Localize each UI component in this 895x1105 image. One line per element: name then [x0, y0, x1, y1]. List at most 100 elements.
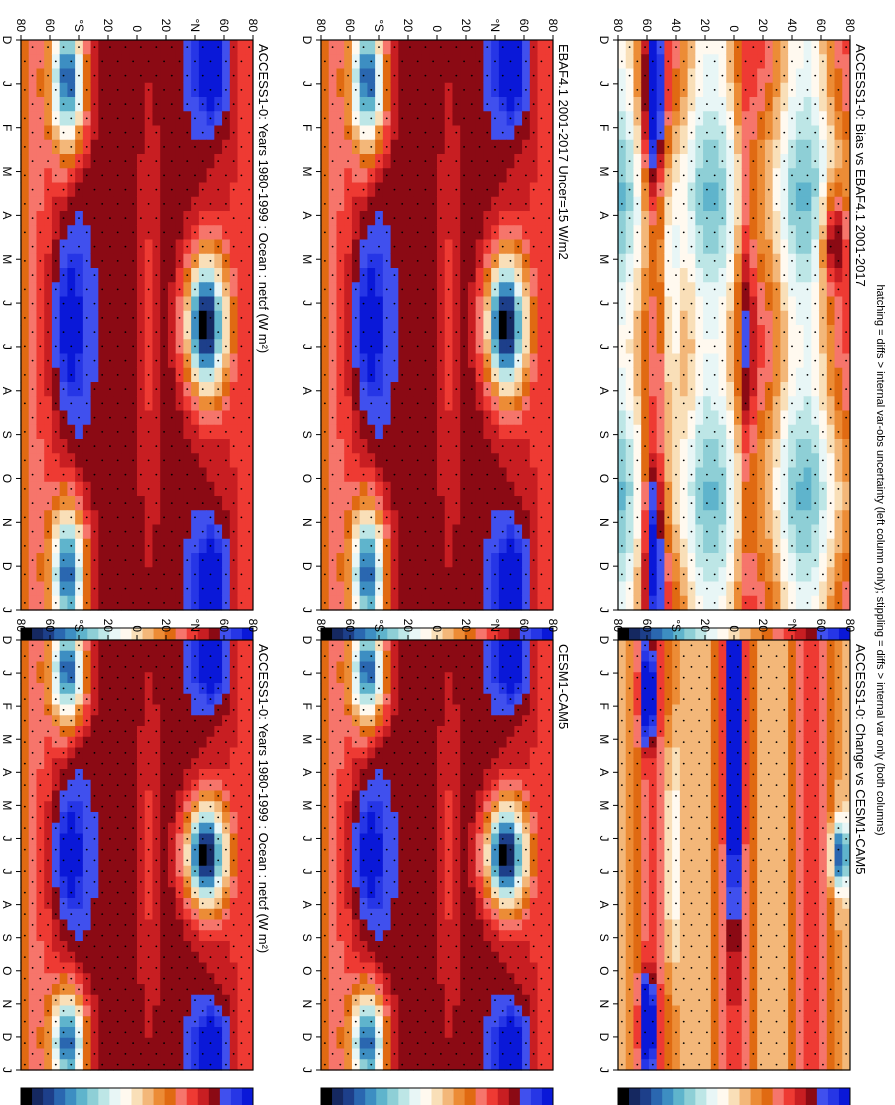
- heatmap-cell: [43, 111, 52, 127]
- stipple-dot: [39, 573, 42, 576]
- stipple-dot: [339, 516, 342, 519]
- heatmap-cell: [335, 40, 345, 55]
- heatmap-cell: [205, 40, 215, 55]
- stipple-dot: [132, 288, 135, 291]
- heatmap-cell: [221, 496, 230, 511]
- heatmap-cell: [640, 424, 649, 440]
- heatmap-cell: [74, 595, 83, 611]
- heatmap-cell: [833, 439, 843, 454]
- heatmap-cell: [475, 439, 484, 454]
- stipple-dot: [409, 587, 411, 590]
- heatmap-cell: [405, 396, 414, 412]
- heatmap-cell: [513, 139, 523, 155]
- stipple-dot: [147, 487, 150, 490]
- heatmap-cell: [741, 439, 750, 454]
- heatmap-cell: [390, 111, 399, 127]
- heatmap-cell: [128, 410, 137, 426]
- heatmap-cell: [748, 453, 758, 469]
- stipple-dot: [225, 430, 227, 433]
- heatmap-cell: [128, 40, 137, 55]
- stipple-dot: [439, 388, 442, 391]
- heatmap-cell: [35, 496, 45, 511]
- heatmap-cell: [182, 196, 192, 212]
- heatmap-cell: [351, 239, 360, 255]
- heatmap-cell: [144, 353, 153, 369]
- heatmap-cell: [521, 182, 530, 198]
- stipple-dot: [78, 245, 80, 248]
- heatmap-cell: [686, 510, 696, 526]
- stipple-dot: [186, 559, 189, 562]
- heatmap-cell: [366, 410, 376, 426]
- heatmap-cell: [43, 225, 52, 241]
- stipple-dot: [201, 131, 204, 134]
- heatmap-cell: [544, 168, 553, 184]
- stipple-dot: [116, 231, 119, 234]
- heatmap-cell: [625, 282, 634, 298]
- heatmap-cell: [451, 396, 461, 412]
- heatmap-cell: [420, 339, 430, 355]
- stipple-dot: [139, 302, 142, 305]
- stipple-dot: [432, 316, 435, 319]
- heatmap-cell: [405, 595, 414, 611]
- heatmap-cell: [28, 595, 37, 611]
- heatmap-cell: [536, 268, 546, 283]
- heatmap-cell: [536, 496, 546, 511]
- heatmap-cell: [498, 595, 507, 611]
- heatmap-cell: [671, 310, 680, 326]
- heatmap-cell: [702, 82, 711, 98]
- heatmap-cell: [506, 239, 515, 255]
- heatmap-cell: [498, 396, 507, 412]
- stipple-dot: [432, 88, 435, 91]
- heatmap-cell: [105, 54, 114, 70]
- stipple-dot: [170, 359, 173, 362]
- stipple-dot: [62, 502, 65, 505]
- stipple-dot: [217, 445, 220, 448]
- stipple-dot: [23, 459, 26, 462]
- stipple-dot: [339, 402, 342, 405]
- heatmap-cell: [717, 367, 727, 383]
- stipple-dot: [178, 601, 181, 604]
- heatmap-cell: [113, 524, 122, 540]
- stipple-dot: [354, 430, 357, 433]
- stipple-dot: [517, 302, 520, 305]
- stipple-dot: [432, 288, 435, 291]
- stipple-dot: [70, 402, 73, 405]
- heatmap-cell: [436, 111, 445, 127]
- heatmap-cell: [733, 481, 742, 497]
- stipple-dot: [147, 316, 150, 319]
- heatmap-cell: [648, 581, 657, 597]
- heatmap-cell: [351, 382, 360, 397]
- stipple-dot: [494, 373, 496, 376]
- stipple-dot: [116, 60, 119, 63]
- heatmap-cell: [536, 239, 546, 255]
- stipple-dot: [93, 188, 96, 191]
- stipple-dot: [54, 202, 57, 205]
- heatmap-cell: [475, 68, 484, 84]
- stipple-dot: [409, 416, 411, 419]
- heatmap-cell: [89, 139, 99, 155]
- stipple-dot: [232, 245, 235, 248]
- stipple-dot: [455, 46, 458, 49]
- stipple-dot: [147, 402, 150, 405]
- heatmap-cell: [151, 481, 161, 497]
- heatmap-cell: [28, 139, 37, 155]
- stipple-dot: [494, 288, 496, 291]
- stipple-dot: [109, 274, 111, 277]
- heatmap-cell: [97, 467, 107, 483]
- heatmap-cell: [536, 182, 546, 198]
- heatmap-cell: [803, 467, 812, 483]
- heatmap-cell: [43, 453, 52, 469]
- heatmap-cell: [205, 296, 215, 312]
- heatmap-cell: [482, 196, 492, 212]
- heatmap-cell: [679, 553, 688, 568]
- heatmap-cell: [151, 82, 161, 98]
- stipple-dot: [93, 160, 96, 163]
- stipple-dot: [240, 573, 243, 576]
- heatmap-cell: [663, 239, 673, 255]
- heatmap-cell: [390, 253, 399, 269]
- stipple-dot: [201, 245, 204, 248]
- heatmap-cell: [66, 581, 76, 597]
- heatmap-cell: [475, 296, 484, 312]
- stipple-dot: [225, 573, 227, 576]
